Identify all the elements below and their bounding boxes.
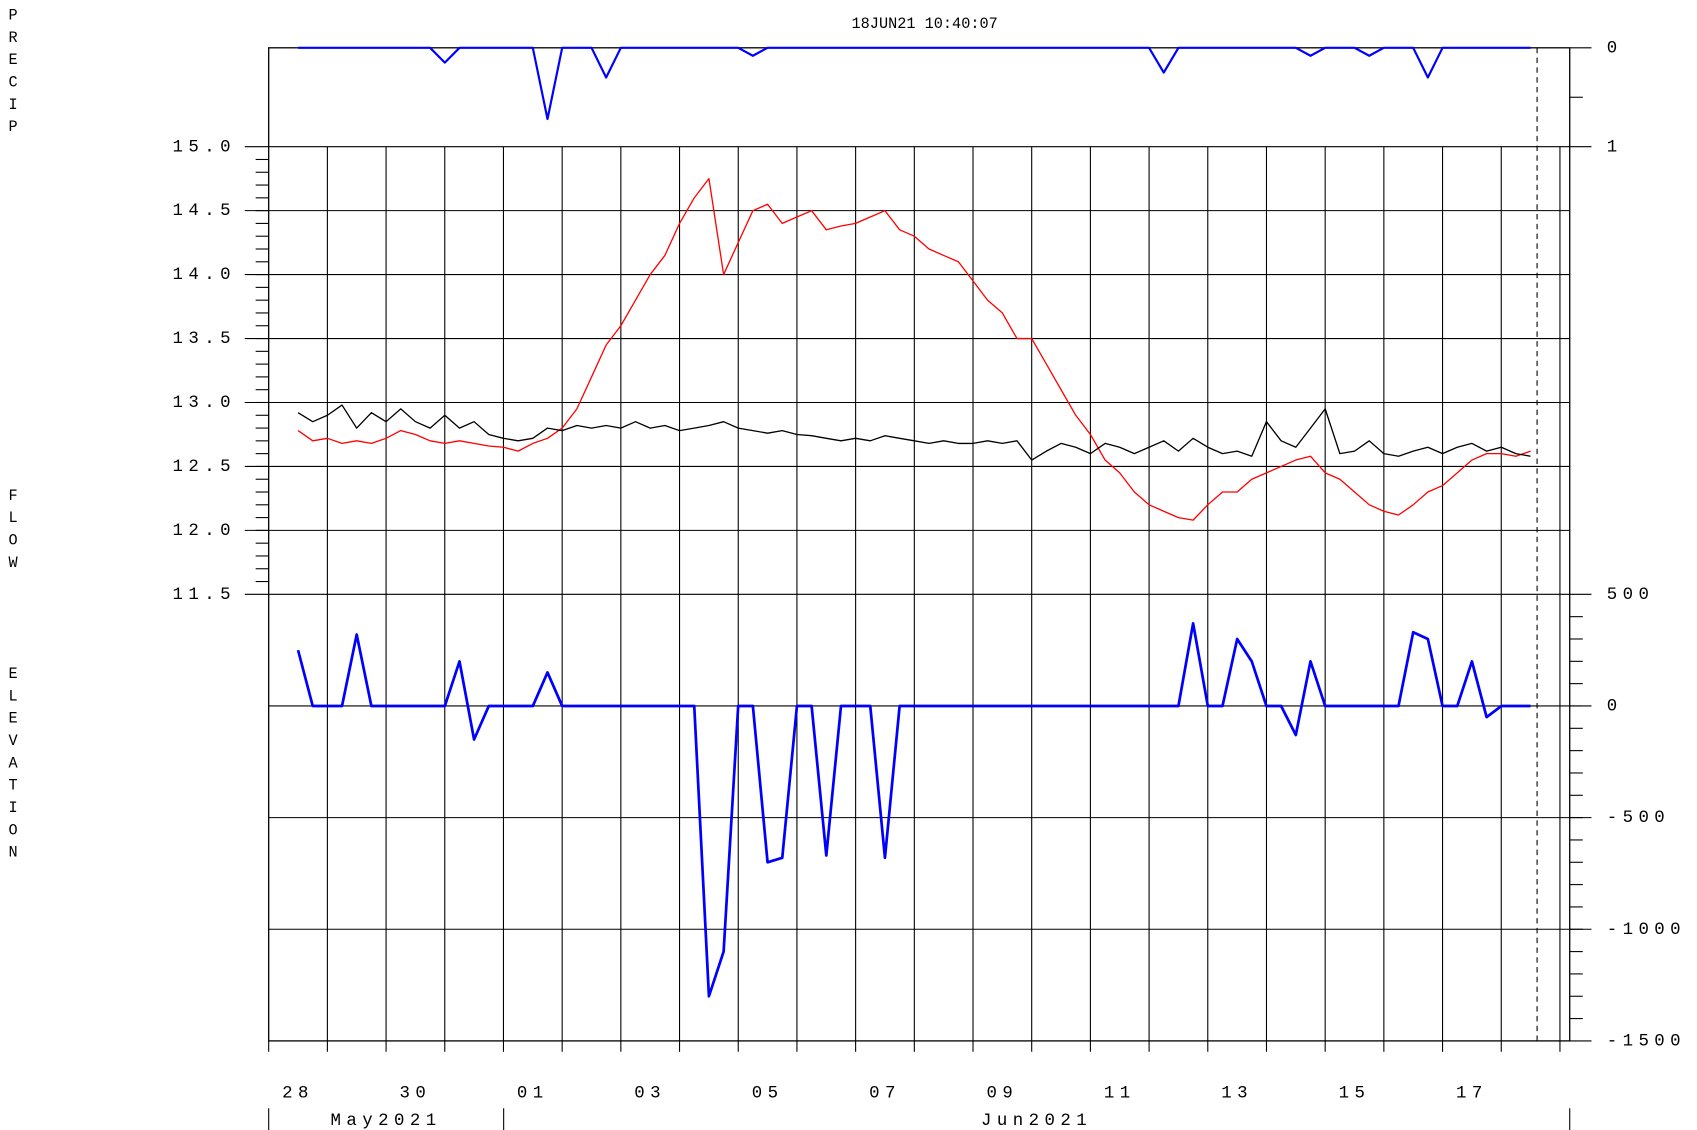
y-tick-label: 14.0 xyxy=(173,266,236,285)
y-tick-label: 500 xyxy=(1607,586,1655,605)
y-tick-label: -500 xyxy=(1607,809,1670,828)
y-tick-label: 0 xyxy=(1607,39,1623,58)
y-tick-label: 15.0 xyxy=(173,138,236,157)
x-tick-label: 01 xyxy=(517,1085,549,1104)
y-tick-label: 1 xyxy=(1607,138,1623,157)
x-tick-label: 17 xyxy=(1456,1085,1488,1104)
x-tick-label: 05 xyxy=(752,1085,784,1104)
month-label: May2021 xyxy=(331,1112,442,1130)
y-tick-label: -1500 xyxy=(1607,1033,1686,1052)
y-tick-label: 12.0 xyxy=(173,522,236,541)
precip-label: PRECIP xyxy=(4,7,22,141)
x-tick-label: 03 xyxy=(634,1085,666,1104)
x-tick-label: 28 xyxy=(282,1085,314,1104)
y-tick-label: 14.5 xyxy=(173,202,236,221)
x-tick-label: 15 xyxy=(1339,1085,1371,1104)
month-label: Jun2021 xyxy=(981,1112,1092,1130)
elevation-label: ELEVATION xyxy=(4,665,22,866)
y-tick-label: 11.5 xyxy=(173,586,236,605)
y-tick-label: 12.5 xyxy=(173,458,236,477)
x-tick-label: 09 xyxy=(986,1085,1018,1104)
series-line xyxy=(298,46,1531,121)
x-tick-label: 11 xyxy=(1104,1085,1136,1104)
series-line xyxy=(296,621,1531,998)
chart-title: 18JUN21 10:40:07 xyxy=(852,15,998,33)
y-tick-label: -1000 xyxy=(1607,921,1686,940)
y-tick-label: 0 xyxy=(1607,698,1623,717)
series-line xyxy=(297,177,1531,521)
flow-label: FLOW xyxy=(4,487,22,576)
y-tick-label: 13.0 xyxy=(173,394,236,413)
x-tick-label: 13 xyxy=(1221,1085,1253,1104)
x-tick-label: 07 xyxy=(869,1085,901,1104)
x-tick-label: 30 xyxy=(400,1085,432,1104)
plot-frame xyxy=(268,47,1571,1042)
series-line xyxy=(297,404,1531,461)
y-tick-label: 13.5 xyxy=(173,330,236,349)
